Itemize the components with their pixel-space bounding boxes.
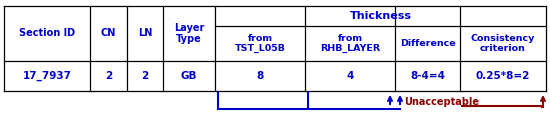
Text: Consistency
criterion: Consistency criterion xyxy=(471,34,535,53)
Text: CN: CN xyxy=(101,28,116,39)
Text: 17_7937: 17_7937 xyxy=(23,71,72,81)
Text: 0.25*8=2: 0.25*8=2 xyxy=(476,71,530,81)
Text: 4: 4 xyxy=(346,71,354,81)
Text: from
TST_L05B: from TST_L05B xyxy=(234,34,285,53)
Text: Section ID: Section ID xyxy=(19,28,75,39)
Text: GB: GB xyxy=(181,71,197,81)
Text: Layer
Type: Layer Type xyxy=(174,23,204,44)
Text: 8: 8 xyxy=(256,71,263,81)
Text: 2: 2 xyxy=(141,71,148,81)
Text: 2: 2 xyxy=(105,71,112,81)
Text: LN: LN xyxy=(138,28,152,39)
Text: Unacceptable: Unacceptable xyxy=(404,97,479,107)
Text: Thickness: Thickness xyxy=(349,11,411,21)
Text: from
RHB_LAYER: from RHB_LAYER xyxy=(320,34,380,53)
Text: Difference: Difference xyxy=(400,39,455,48)
Text: 8-4=4: 8-4=4 xyxy=(410,71,445,81)
